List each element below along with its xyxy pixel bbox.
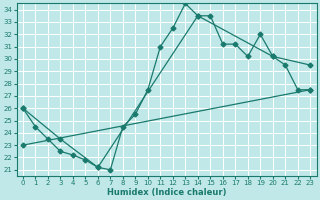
X-axis label: Humidex (Indice chaleur): Humidex (Indice chaleur) xyxy=(107,188,226,197)
